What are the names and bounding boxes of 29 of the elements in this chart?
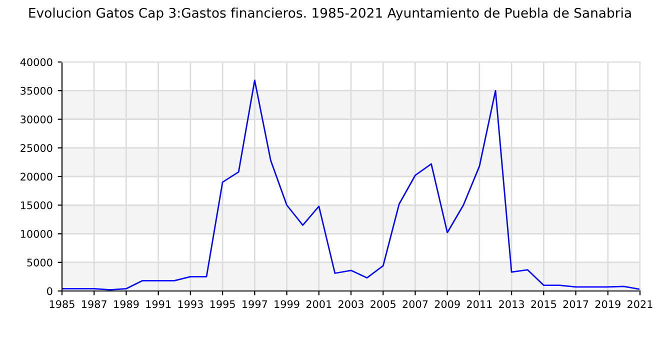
x-tick-label: 2013 [499,300,524,308]
x-tick-label: 2017 [563,300,588,308]
y-tick-label: 30000 [20,115,52,124]
x-tick-label: 1989 [114,300,139,308]
y-tick-label: 25000 [20,144,52,152]
x-tick-label: 2009 [434,300,460,308]
y-tick-label: 10000 [20,230,52,238]
x-tick-label: 1991 [146,300,171,308]
x-tick-label: 1993 [178,300,203,308]
x-tick-label: 2005 [370,300,396,308]
x-tick-label: 1999 [274,300,300,308]
y-tick-label: 20000 [20,172,52,181]
x-tick-label: 2015 [531,300,556,308]
x-tick-label: 1985 [50,300,74,308]
x-tick-label: 2007 [402,300,428,308]
x-tick-label: 1995 [210,300,235,308]
x-tick-label: 2019 [595,300,620,308]
y-tick-label: 5000 [27,258,52,266]
y-tick-label: 35000 [20,86,52,95]
x-tick-label: 1987 [82,300,106,308]
x-tick-label: 2003 [338,300,364,308]
x-tick-label: 2011 [466,300,492,308]
chart-title: Evolucion Gatos Cap 3:Gastos financieros. 1985-2021 Ayuntamiento de Puebla de Sanabria [29,8,631,20]
x-tick-label: 2021 [628,300,652,308]
x-tick-label: 1997 [242,300,268,308]
y-tick-label: 15000 [20,201,52,210]
y-tick-label: 40000 [20,58,52,66]
x-tick-label: 2001 [306,300,332,308]
y-tick-label: 0 [47,287,52,296]
